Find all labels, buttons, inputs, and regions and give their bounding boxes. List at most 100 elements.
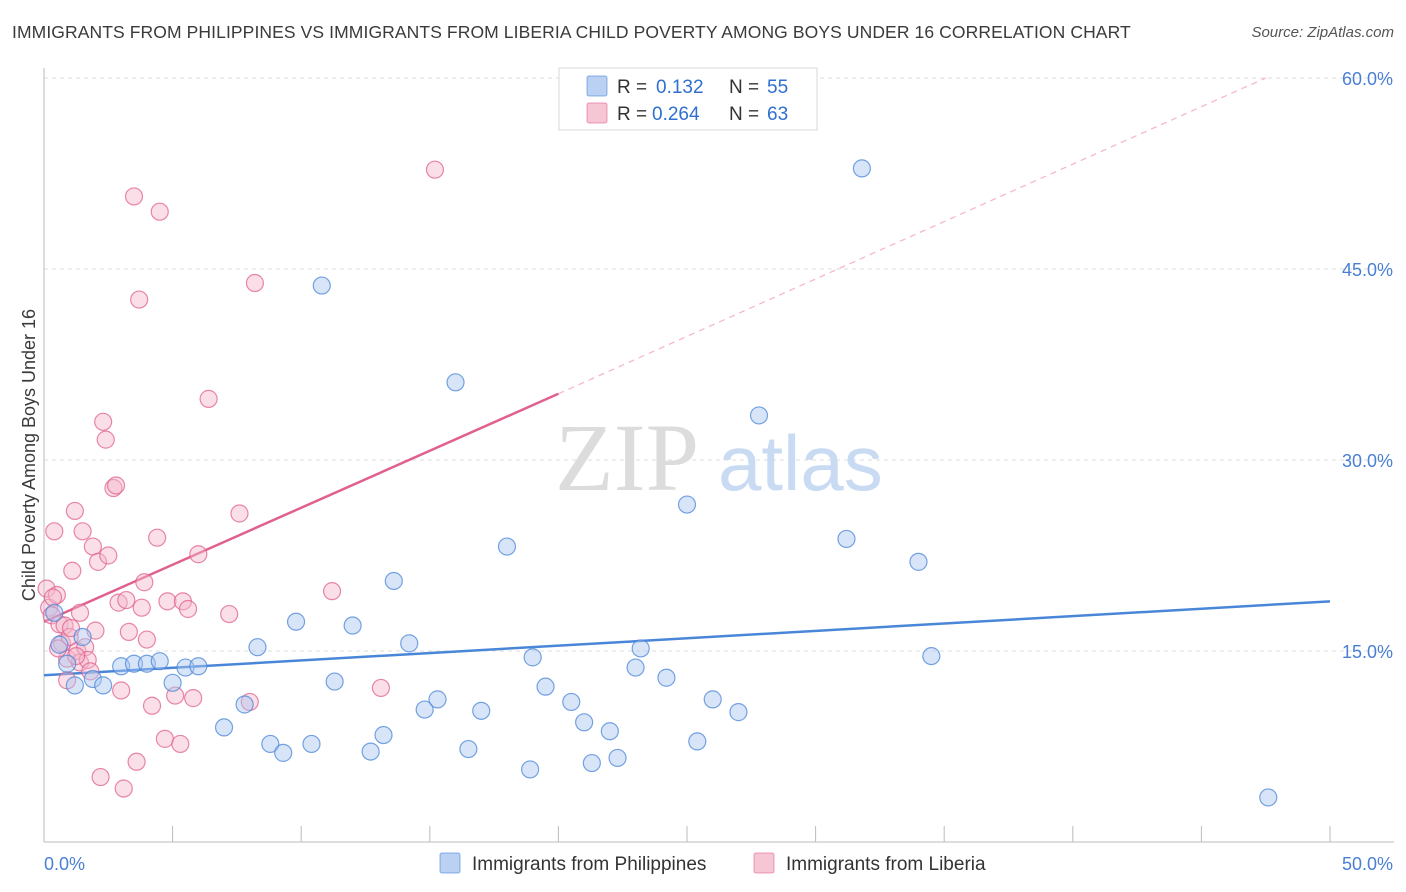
data-points xyxy=(37,159,1278,807)
point-philippines xyxy=(302,734,321,754)
point-philippines xyxy=(909,552,928,571)
point-liberia xyxy=(150,202,169,221)
point-philippines xyxy=(83,669,102,689)
point-philippines xyxy=(189,657,208,676)
x-tick-labels: 0.0% 50.0% xyxy=(44,854,1393,874)
point-liberia xyxy=(178,599,198,619)
point-liberia xyxy=(425,160,445,179)
y-tick-label: 60.0% xyxy=(1342,69,1393,89)
point-liberia xyxy=(63,561,82,580)
point-philippines xyxy=(286,612,306,631)
watermark: ZIP atlas xyxy=(555,404,883,511)
gridlines xyxy=(44,77,1394,652)
point-liberia xyxy=(142,696,162,715)
point-philippines xyxy=(384,571,403,591)
point-liberia xyxy=(78,650,97,670)
point-liberia xyxy=(114,779,133,798)
point-philippines xyxy=(562,692,581,712)
point-liberia xyxy=(155,729,174,748)
point-liberia xyxy=(83,537,102,556)
point-philippines xyxy=(677,495,697,514)
point-philippines xyxy=(631,639,650,658)
point-philippines xyxy=(521,760,540,779)
point-liberia xyxy=(70,603,90,622)
point-liberia xyxy=(158,592,177,611)
point-philippines xyxy=(626,658,645,677)
legend-n-label: N = xyxy=(729,104,759,125)
point-philippines xyxy=(575,713,594,732)
point-liberia xyxy=(91,767,110,787)
point-liberia xyxy=(137,630,156,649)
point-liberia xyxy=(127,752,146,771)
legend-swatch-liberia xyxy=(753,852,775,874)
point-philippines xyxy=(94,676,113,695)
point-philippines xyxy=(657,668,676,687)
point-liberia xyxy=(230,504,249,523)
point-philippines xyxy=(837,529,856,549)
point-liberia xyxy=(37,579,56,598)
point-philippines xyxy=(374,725,393,745)
point-philippines xyxy=(703,690,722,709)
point-philippines xyxy=(343,616,362,635)
stats-legend: R = 0.132 N = 55 R = 0.264 N = 63 xyxy=(558,67,818,131)
point-liberia xyxy=(184,689,203,708)
legend-n-value: 63 xyxy=(767,104,788,125)
point-philippines xyxy=(58,654,77,673)
watermark-atlas: atlas xyxy=(718,419,883,507)
point-philippines xyxy=(415,700,434,719)
point-philippines xyxy=(124,654,144,673)
point-philippines xyxy=(274,743,293,762)
point-philippines xyxy=(536,677,555,696)
trend-line-extension xyxy=(558,77,1266,395)
legend-r-value: 0.264 xyxy=(652,104,700,125)
legend-r-value: 0.132 xyxy=(656,77,704,98)
point-philippines xyxy=(1259,788,1278,807)
point-liberia xyxy=(132,598,151,617)
point-philippines xyxy=(608,748,627,768)
point-philippines xyxy=(600,722,619,741)
y-tick-labels: 15.0% 30.0% 45.0% 60.0% xyxy=(1342,69,1393,662)
trend-line xyxy=(43,600,1331,677)
point-philippines xyxy=(523,648,542,667)
point-philippines xyxy=(325,672,344,691)
y-axis-label: Child Poverty Among Boys Under 16 xyxy=(19,309,39,601)
point-liberia xyxy=(112,681,131,700)
point-liberia xyxy=(240,692,259,712)
point-liberia xyxy=(88,552,108,571)
point-liberia xyxy=(124,187,144,206)
point-philippines xyxy=(150,652,169,671)
trend-lines xyxy=(43,77,1331,677)
point-philippines xyxy=(472,701,491,720)
point-philippines xyxy=(582,753,601,773)
watermark-zip: ZIP xyxy=(555,404,699,511)
point-philippines xyxy=(65,676,84,695)
y-tick-label: 15.0% xyxy=(1342,642,1393,662)
point-philippines xyxy=(428,690,447,709)
point-philippines xyxy=(235,695,254,714)
point-philippines xyxy=(400,634,419,653)
source-label: Source: ZipAtlas.com xyxy=(1251,24,1394,41)
point-liberia xyxy=(119,622,138,642)
point-philippines xyxy=(312,276,331,295)
point-philippines xyxy=(497,537,517,556)
y-tick-label: 45.0% xyxy=(1342,260,1393,280)
legend-n-label: N = xyxy=(729,77,759,98)
legend-r-label: R = xyxy=(617,104,647,125)
legend-series-philippines: Immigrants from Philippines xyxy=(472,854,706,875)
y-tick-label: 30.0% xyxy=(1342,451,1393,471)
point-liberia xyxy=(94,412,113,431)
chart-title: IMMIGRANTS FROM PHILIPPINES VS IMMIGRANT… xyxy=(12,22,1131,42)
point-philippines xyxy=(446,373,465,392)
point-liberia xyxy=(73,522,92,541)
point-philippines xyxy=(45,603,64,622)
point-philippines xyxy=(729,703,748,722)
point-philippines xyxy=(214,718,234,737)
point-philippines xyxy=(922,646,941,666)
point-liberia xyxy=(371,678,391,698)
point-philippines xyxy=(176,658,195,677)
point-liberia xyxy=(322,582,342,601)
point-liberia xyxy=(65,501,84,521)
point-philippines xyxy=(248,638,267,657)
point-liberia xyxy=(135,573,154,592)
series-legend: Immigrants from Philippines Immigrants f… xyxy=(439,852,986,875)
